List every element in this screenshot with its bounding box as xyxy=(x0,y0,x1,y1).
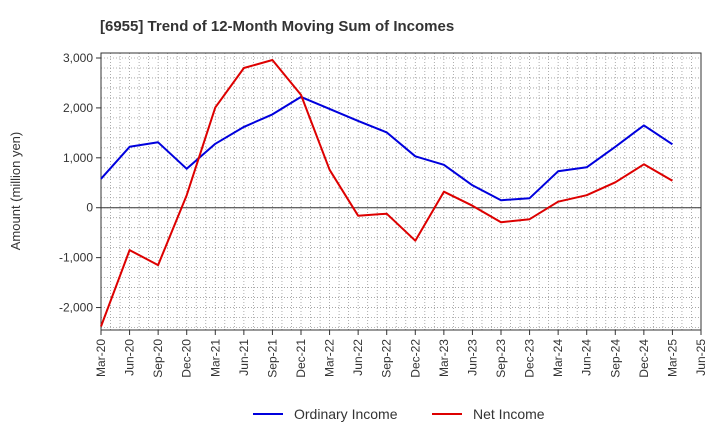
x-tick-label: Dec-20 xyxy=(180,339,194,378)
legend: Ordinary Income Net Income xyxy=(253,406,545,422)
y-tick-label: 3,000 xyxy=(63,51,93,65)
x-tick-label: Mar-24 xyxy=(551,339,565,377)
x-tick-label: Dec-21 xyxy=(294,339,308,378)
x-tick-label: Jun-21 xyxy=(237,339,251,376)
legend-label-ordinary-income: Ordinary Income xyxy=(294,406,398,422)
y-tick-label: 2,000 xyxy=(63,101,93,115)
x-tick-label: Mar-22 xyxy=(323,339,337,377)
y-tick-label: -1,000 xyxy=(59,251,93,265)
x-axis: Mar-20 Jun-20 Sep-20 Dec-20 Mar-21 Jun-21 Sep-… xyxy=(94,330,708,378)
x-tick-label: Sep-22 xyxy=(380,339,394,378)
x-tick-label: Sep-20 xyxy=(151,339,165,378)
x-tick-label: Jun-23 xyxy=(465,339,479,376)
plot-area xyxy=(100,52,702,331)
x-tick-label: Mar-25 xyxy=(665,339,679,377)
y-tick-label: 1,000 xyxy=(63,151,93,165)
series-line-net-income xyxy=(100,59,673,327)
y-tick-label: 0 xyxy=(86,201,93,215)
series-group xyxy=(100,59,673,327)
x-tick-label: Dec-22 xyxy=(408,339,422,378)
x-tick-label: Jun-22 xyxy=(351,339,365,376)
y-axis: 3,000 2,000 1,000 0 -1,000 -2,000 xyxy=(59,51,101,315)
x-tick-label: Dec-24 xyxy=(637,339,651,378)
grid xyxy=(101,53,701,330)
x-tick-label: Sep-24 xyxy=(608,339,622,378)
series-line-ordinary-income xyxy=(100,95,673,202)
x-tick-label: Jun-20 xyxy=(123,339,137,376)
x-tick-label: Sep-23 xyxy=(494,339,508,378)
chart-title: [6955] Trend of 12-Month Moving Sum of I… xyxy=(100,18,454,35)
x-tick-label: Sep-21 xyxy=(265,339,279,378)
y-tick-label: -2,000 xyxy=(59,301,93,315)
x-tick-label: Dec-23 xyxy=(523,339,537,378)
x-tick-label: Mar-20 xyxy=(94,339,108,377)
x-tick-label: Mar-21 xyxy=(208,339,222,377)
y-axis-label: Amount (million yen) xyxy=(8,132,23,251)
legend-label-net-income: Net Income xyxy=(473,406,545,422)
x-tick-label: Jun-25 xyxy=(694,339,708,376)
x-tick-label: Mar-23 xyxy=(437,339,451,377)
x-tick-label: Jun-24 xyxy=(580,339,594,376)
